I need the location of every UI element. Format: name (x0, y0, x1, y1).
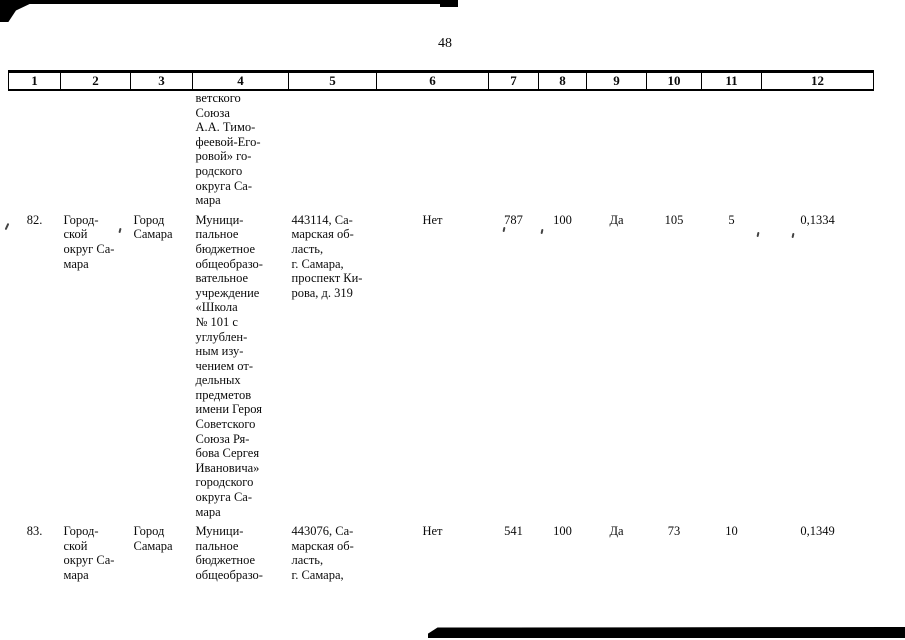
scan-artifact-tick (440, 0, 458, 7)
col6-cell: Нет (422, 524, 443, 539)
empty-cell (647, 90, 702, 208)
empty-cell (762, 90, 874, 208)
district-cell: Город- ской округ Са- мара (63, 524, 115, 582)
col7-cell: 787 (504, 212, 523, 227)
org-name-cell: Муници- пальное бюджетное общеобразо- (195, 524, 263, 582)
empty-cell (9, 90, 61, 208)
city-cell: Город Самара (133, 524, 173, 553)
col12-cell: 0,1334 (800, 212, 835, 227)
empty-cell (489, 90, 539, 208)
col12-cell: 0,1349 (800, 524, 835, 539)
col11-cell: 5 (728, 212, 735, 227)
empty-cell (131, 90, 193, 208)
column-header-8: 8 (538, 70, 587, 91)
empty-cell (61, 90, 131, 208)
column-header-1: 1 (8, 70, 61, 91)
address-cell: 443076, Са- марская об- ласть, г. Самара… (291, 524, 354, 582)
column-header-9: 9 (586, 70, 647, 91)
column-header-6: 6 (376, 70, 489, 91)
scan-artifact-bottombar (428, 627, 905, 638)
empty-cell (702, 90, 762, 208)
column-header-5: 5 (288, 70, 377, 91)
table-row-82: 82. Город- ской округ Са- мара Город Сам… (9, 208, 874, 519)
column-header-2: 2 (60, 70, 131, 91)
column-header-11: 11 (701, 70, 762, 91)
column-header-10: 10 (646, 70, 702, 91)
col11-cell: 10 (725, 524, 738, 539)
column-header-4: 4 (192, 70, 289, 91)
col9-cell: Да (609, 212, 624, 227)
column-header-3: 3 (130, 70, 193, 91)
scan-artifact-topline (0, 0, 458, 4)
org-name-continued: ветского Союза А.А. Тимо- феевой-Его- ро… (195, 91, 261, 208)
address-cell: 443114, Са- марская об- ласть, г. Самара… (291, 212, 363, 300)
column-header-12: 12 (761, 70, 874, 91)
col8-cell: 100 (553, 212, 572, 227)
col9-cell: Да (609, 524, 624, 539)
org-name-cell: Муници- пальное бюджетное общеобразо- ва… (195, 212, 263, 519)
col10-cell: 73 (667, 524, 681, 539)
page-number: 48 (438, 36, 452, 51)
table-row-83: 83. Город- ской округ Са- мара Город Сам… (9, 519, 874, 582)
district-cell: Город- ской округ Са- мара (63, 212, 115, 271)
table-row-continuation: ветского Союза А.А. Тимо- феевой-Его- ро… (9, 90, 874, 208)
col6-cell: Нет (422, 212, 443, 227)
empty-cell (539, 90, 587, 208)
table-header-row: 1 2 3 4 5 6 7 8 9 10 11 12 (8, 70, 874, 91)
empty-cell (289, 90, 377, 208)
col8-cell: 100 (553, 524, 572, 539)
row-number: 83. (26, 524, 43, 539)
row-number: 82. (26, 212, 43, 227)
column-header-7: 7 (488, 70, 539, 91)
col10-cell: 105 (664, 212, 684, 227)
col7-cell: 541 (504, 524, 523, 539)
empty-cell (587, 90, 647, 208)
city-cell: Город Самара (133, 212, 173, 242)
empty-cell (377, 90, 489, 208)
schools-table: 1 2 3 4 5 6 7 8 9 10 11 12 ветского Союз… (8, 70, 874, 583)
